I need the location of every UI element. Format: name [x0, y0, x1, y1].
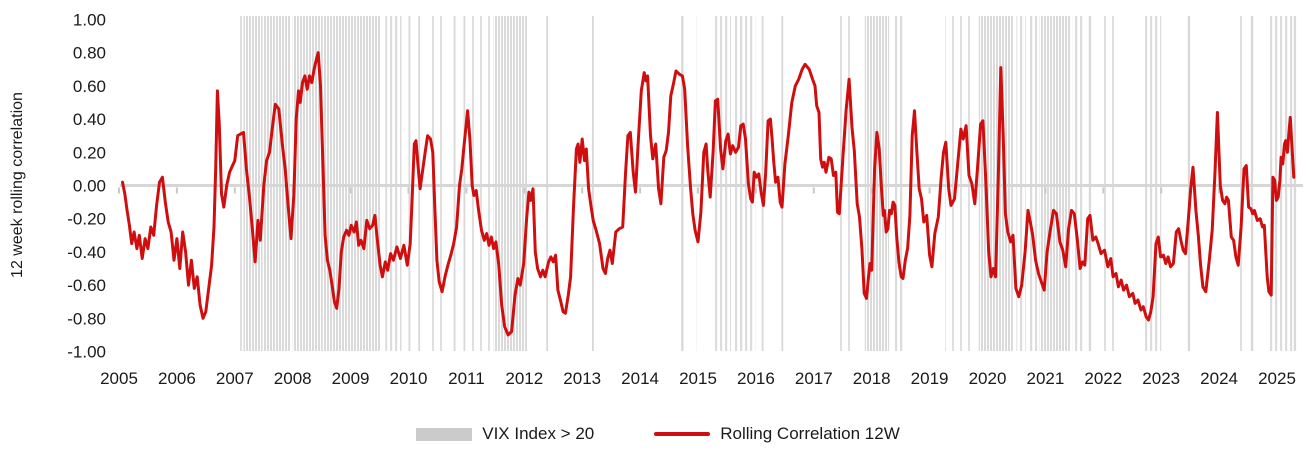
vix-band — [978, 16, 1014, 351]
x-axis-tick-label: 2017 — [795, 369, 833, 388]
y-axis-tick-label: 1.00 — [73, 11, 106, 30]
x-axis-tick-label: 2016 — [737, 369, 775, 388]
vix-band — [732, 16, 756, 351]
x-axis-tick-label: 2011 — [448, 369, 485, 388]
y-axis-tick-label: -1.00 — [67, 343, 106, 362]
legend-label-correlation: Rolling Correlation 12W — [720, 424, 900, 443]
x-axis-tick-label: 2018 — [853, 369, 891, 388]
vix-band — [1016, 16, 1026, 351]
y-axis-title: 12 week rolling correlation — [9, 92, 26, 278]
vix-band — [237, 16, 243, 351]
vix-band-swatch — [416, 427, 473, 441]
vix-band — [453, 16, 456, 351]
x-axis-tick-label: 2015 — [679, 369, 717, 388]
x-axis-tick-label: 2023 — [1142, 369, 1180, 388]
vix-band — [1072, 16, 1085, 351]
vix-band — [681, 16, 684, 351]
y-axis-labels: 1.00 0.80 0.60 0.40 0.20 0.00 -0.20 -0.40 -0.60 -… — [67, 11, 106, 362]
x-axis-tick-label: 2025 — [1258, 369, 1296, 388]
legend-label-vix: VIX Index > 20 — [482, 424, 595, 443]
correlation-line — [121, 51, 1296, 337]
vix-band — [1187, 16, 1191, 351]
x-axis-tick-label: 2008 — [274, 369, 312, 388]
x-axis-tick-label: 2013 — [563, 369, 601, 388]
correlation-line-swatch — [654, 432, 711, 436]
x-axis-tick-label: 2014 — [621, 369, 659, 388]
vix-band — [385, 16, 402, 351]
vix-band — [463, 16, 466, 351]
x-axis-tick-label: 2022 — [1084, 369, 1122, 388]
vix-band — [292, 16, 323, 351]
vix-band — [1100, 16, 1119, 351]
vix-band — [546, 16, 549, 351]
x-axis-tick-label: 2012 — [505, 369, 543, 388]
vix-band — [1293, 16, 1297, 351]
vix-band — [761, 16, 764, 351]
vix-band — [427, 16, 445, 351]
x-axis-tick-label: 2019 — [911, 369, 949, 388]
y-axis-tick-label: -0.80 — [67, 309, 106, 328]
x-axis-tick-label: 2020 — [969, 369, 1007, 388]
x-axis-tick-label: 2021 — [1026, 369, 1064, 388]
vix-band — [714, 16, 731, 351]
x-axis-labels: 2005 2006 2007 2008 2009 2010 2011 2012 2013 2014… — [100, 369, 1296, 388]
y-axis-tick-label: -0.40 — [67, 243, 106, 262]
vix-band — [1250, 16, 1254, 351]
y-axis-tick-label: 0.00 — [73, 177, 106, 196]
x-axis-tick-label: 2005 — [100, 369, 138, 388]
legend-item-rolling-correlation: Rolling Correlation 12W — [654, 424, 900, 444]
legend-item-vix-band: VIX Index > 20 — [416, 424, 594, 444]
x-axis-tick-label: 2024 — [1200, 369, 1238, 388]
vix-band — [493, 16, 528, 351]
vix-band — [864, 16, 890, 351]
x-axis-tick-label: 2006 — [158, 369, 196, 388]
vix-bands-layer — [237, 16, 1297, 351]
vix-band — [1088, 16, 1092, 351]
vix-band — [468, 16, 491, 351]
vix-band — [1235, 16, 1244, 351]
vix-band — [1028, 16, 1038, 351]
vix-band — [408, 16, 411, 351]
x-axis-tick-label: 2010 — [390, 369, 428, 388]
y-axis-tick-label: 0.20 — [73, 143, 106, 162]
vix-band — [592, 16, 594, 351]
y-axis-tick-label: -0.20 — [67, 210, 106, 229]
y-axis-tick-label: -0.60 — [67, 276, 106, 295]
x-axis-tick-label: 2009 — [332, 369, 370, 388]
legend: VIX Index > 20 Rolling Correlation 12W — [0, 424, 1316, 444]
vix-band — [839, 16, 851, 351]
y-axis-tick-label: 0.60 — [73, 77, 106, 96]
y-axis-tick-label: 0.80 — [73, 44, 106, 63]
x-axis-tick-label: 2007 — [216, 369, 254, 388]
vix-band — [243, 16, 263, 351]
vix-band — [1145, 16, 1162, 351]
y-axis-tick-label: 0.40 — [73, 110, 106, 129]
vix-band — [1039, 16, 1071, 351]
vix-band — [324, 16, 381, 351]
vix-band — [692, 16, 697, 351]
rolling-correlation-chart: 2005 2006 2007 2008 2009 2010 2011 2012 2013 2014… — [9, 11, 1303, 388]
vix-band — [894, 16, 905, 351]
